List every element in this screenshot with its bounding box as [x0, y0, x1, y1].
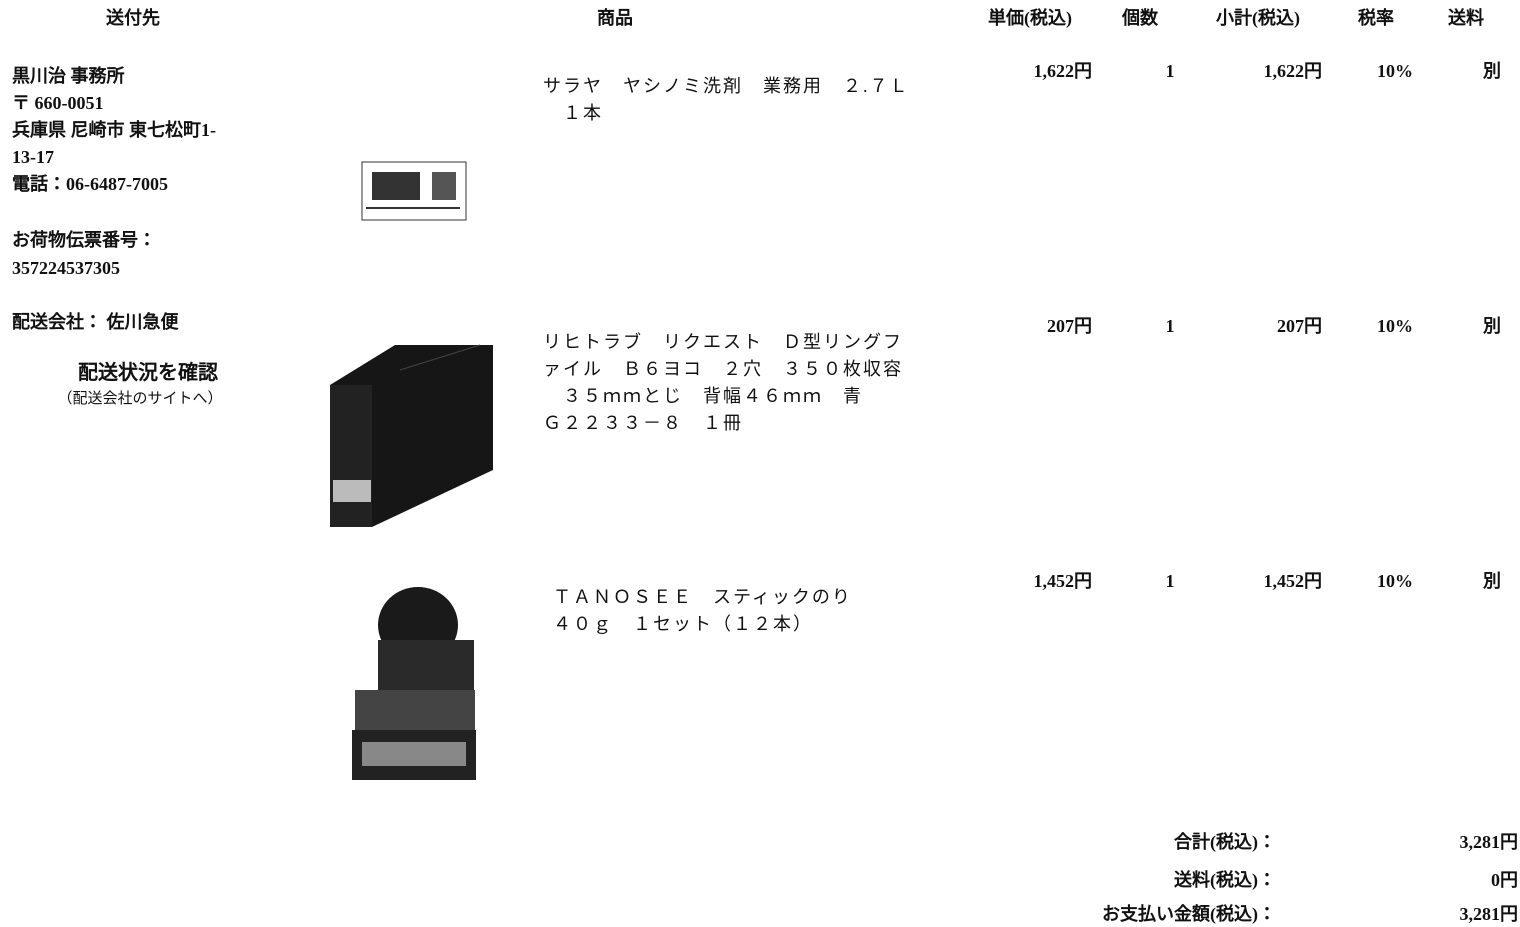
subtotal: 1,622円: [1263, 61, 1323, 81]
column-header: 税率: [1358, 8, 1394, 28]
detergent-image: [361, 161, 467, 221]
carrier: 配送会社： 佐川急便: [12, 312, 179, 332]
binder-image: [330, 344, 493, 527]
glue-stick-image: [352, 587, 476, 780]
total-label: お支払い金額(税込)：: [1102, 904, 1276, 924]
product-name: サラヤ ヤシノミ洗剤 業務用 ２.７Ｌ: [543, 76, 910, 96]
product-name: リヒトラブ リクエスト Ｄ型リングフ: [543, 332, 903, 352]
tracking-label: お荷物伝票番号：: [12, 230, 156, 250]
product-name: ァイル Ｂ６ヨコ ２穴 ３５０枚収容: [543, 359, 903, 379]
shipping: 別: [1483, 61, 1501, 81]
subtotal: 1,452円: [1263, 571, 1323, 591]
column-header: 送料: [1448, 8, 1484, 28]
total-value: 0円: [1491, 870, 1518, 890]
product-name: ４０ｇ １セット（１２本）: [553, 614, 813, 634]
status-note: （配送会社のサイトへ）: [57, 391, 223, 407]
address-line: 13-17: [12, 147, 54, 167]
column-header: 小計(税込): [1216, 8, 1300, 28]
column-header: 個数: [1122, 8, 1158, 28]
unit-price: 1,622円: [1033, 61, 1093, 81]
product-name: ３５ｍｍとじ 背幅４６ｍｍ 青: [543, 386, 863, 406]
total-label: 送料(税込)：: [1174, 870, 1276, 890]
quantity: 1: [1165, 571, 1175, 591]
product-name: Ｇ２２３３－８ １冊: [543, 413, 743, 433]
tax-rate: 10%: [1377, 571, 1413, 591]
column-header: 単価(税込): [988, 8, 1072, 28]
total-value: 3,281円: [1459, 832, 1519, 852]
status-link[interactable]: 配送状況を確認: [78, 362, 218, 384]
tracking-number: 357224537305: [12, 258, 120, 278]
subtotal: 207円: [1277, 316, 1322, 336]
total-label: 合計(税込)：: [1174, 832, 1276, 852]
address-line: 黒川治 事務所: [12, 66, 125, 86]
unit-price: 1,452円: [1033, 571, 1093, 591]
column-header: 送付先: [106, 8, 160, 28]
unit-price: 207円: [1047, 316, 1092, 336]
tax-rate: 10%: [1377, 61, 1413, 81]
quantity: 1: [1165, 61, 1175, 81]
tax-rate: 10%: [1377, 316, 1413, 336]
total-value: 3,281円: [1459, 904, 1519, 924]
shipping: 別: [1483, 316, 1501, 336]
product-name: ＴＡＮＯＳＥＥ スティックのり: [553, 587, 852, 607]
column-header: 商品: [597, 8, 633, 28]
shipping: 別: [1483, 571, 1501, 591]
address-line: 電話：06-6487-7005: [12, 174, 168, 194]
quantity: 1: [1165, 316, 1175, 336]
address-line: 〒 660-0051: [12, 93, 104, 113]
product-name: １本: [543, 103, 603, 123]
address-line: 兵庫県 尼崎市 東七松町1-: [12, 120, 216, 140]
